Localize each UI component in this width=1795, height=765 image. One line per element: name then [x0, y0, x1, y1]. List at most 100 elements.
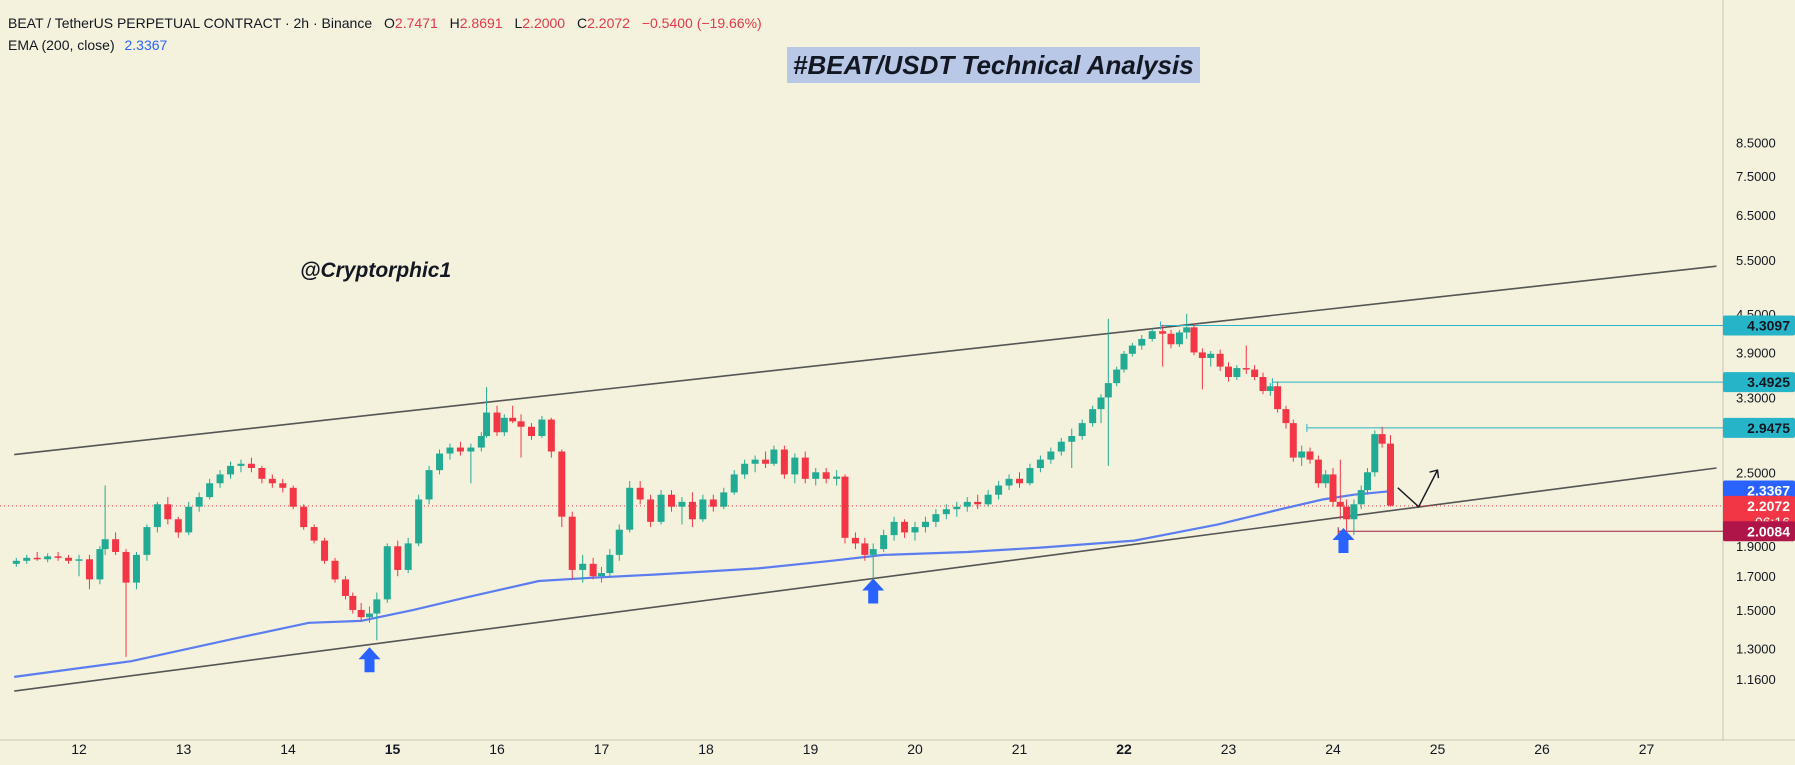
candle-body: [1068, 436, 1076, 442]
candle-body: [383, 546, 391, 600]
candle-body: [598, 573, 605, 577]
candle-body: [1036, 459, 1044, 468]
candle: [751, 455, 759, 473]
candle: [579, 554, 587, 583]
candle-body: [268, 478, 276, 484]
candle: [1357, 485, 1365, 510]
candle-body: [1148, 331, 1156, 339]
price-tag-bg: [1723, 417, 1795, 438]
price-tick-label: 3.9000: [1736, 345, 1776, 360]
price-tick-label: 1.7000: [1736, 569, 1776, 584]
date-tick-label: 13: [176, 741, 192, 757]
candle: [1298, 445, 1306, 466]
candle-body: [195, 497, 203, 507]
price-tick-label: 1.5000: [1736, 603, 1776, 618]
candle: [132, 551, 140, 590]
candle-body: [185, 506, 193, 533]
channel-lower-line: [14, 467, 1717, 692]
candle: [12, 557, 20, 567]
price-tick-label: 6.5000: [1736, 208, 1776, 223]
candle: [1148, 328, 1156, 342]
price-tag-level: 4.3097: [1723, 315, 1795, 336]
close-value: 2.2072: [587, 15, 630, 31]
candle: [247, 457, 255, 473]
candle-body: [699, 499, 707, 520]
candle-body: [791, 457, 799, 475]
candle: [598, 566, 605, 583]
candle-body: [321, 540, 329, 561]
candle-body: [394, 546, 402, 570]
candle-body: [300, 506, 308, 528]
candle-body: [861, 543, 869, 555]
candle: [1167, 329, 1175, 349]
candle-body: [237, 463, 245, 466]
candle-body: [33, 557, 41, 560]
candle-body: [446, 447, 454, 454]
candle: [216, 470, 224, 488]
candle: [1343, 499, 1351, 533]
candle: [96, 546, 104, 585]
candle-body: [23, 557, 31, 561]
arrow-up-icon: [862, 578, 885, 604]
candle-body: [901, 521, 909, 533]
candle-body: [1183, 327, 1191, 333]
candle-body: [357, 609, 365, 618]
candle-body: [1026, 467, 1034, 484]
candle-body: [1336, 501, 1344, 507]
candle: [467, 443, 475, 484]
date-tick-label: 19: [803, 741, 819, 757]
candle: [801, 451, 809, 484]
candle: [890, 516, 898, 541]
candle: [44, 553, 52, 563]
projection-arrowhead-icon: [1429, 469, 1440, 479]
candle-body: [289, 487, 297, 507]
candle-body: [153, 504, 161, 528]
candle: [373, 592, 381, 641]
candle-body: [75, 559, 83, 561]
candle-body: [1120, 353, 1128, 370]
candle: [1113, 366, 1121, 387]
candle-body: [1289, 423, 1297, 458]
candle-body: [477, 436, 485, 448]
projection-path: [1397, 469, 1439, 508]
candle: [1289, 419, 1297, 462]
candle-body: [1216, 353, 1224, 367]
candle-body: [1104, 383, 1112, 398]
candle-body: [1078, 423, 1086, 437]
ema-value: 2.3367: [124, 37, 168, 53]
candle: [762, 451, 770, 468]
low-label: L: [514, 15, 523, 31]
date-tick-label: 15: [385, 741, 401, 757]
candle: [122, 549, 130, 657]
candle: [23, 554, 31, 564]
candle: [195, 492, 203, 512]
price-tick-label: 7.5000: [1736, 169, 1776, 184]
candle: [869, 543, 877, 580]
price-tag-label: 2.9475: [1747, 420, 1790, 436]
candle-body: [606, 554, 614, 574]
candle-body: [310, 527, 318, 541]
candle-body: [741, 463, 749, 475]
ohlc-row: BEAT / TetherUS PERPETUAL CONTRACT · 2h …: [8, 12, 762, 34]
candle: [720, 487, 728, 510]
candle-body: [258, 467, 266, 479]
price-tag-label: 3.4925: [1747, 374, 1790, 390]
candle-body: [833, 476, 841, 479]
candle: [1005, 474, 1013, 491]
candle-body: [132, 554, 140, 583]
candle-body: [974, 501, 982, 505]
candle-body: [101, 539, 109, 550]
candle-body: [1089, 409, 1097, 424]
candle: [1314, 455, 1322, 488]
candle-body: [762, 459, 770, 464]
candle: [688, 492, 696, 528]
candle-body: [227, 465, 235, 475]
candle-body: [1329, 474, 1337, 502]
candle-body: [1167, 333, 1175, 345]
candle-body: [54, 556, 62, 558]
ema-line: [14, 490, 1391, 678]
candle: [1371, 430, 1379, 477]
candle-body: [404, 543, 412, 570]
